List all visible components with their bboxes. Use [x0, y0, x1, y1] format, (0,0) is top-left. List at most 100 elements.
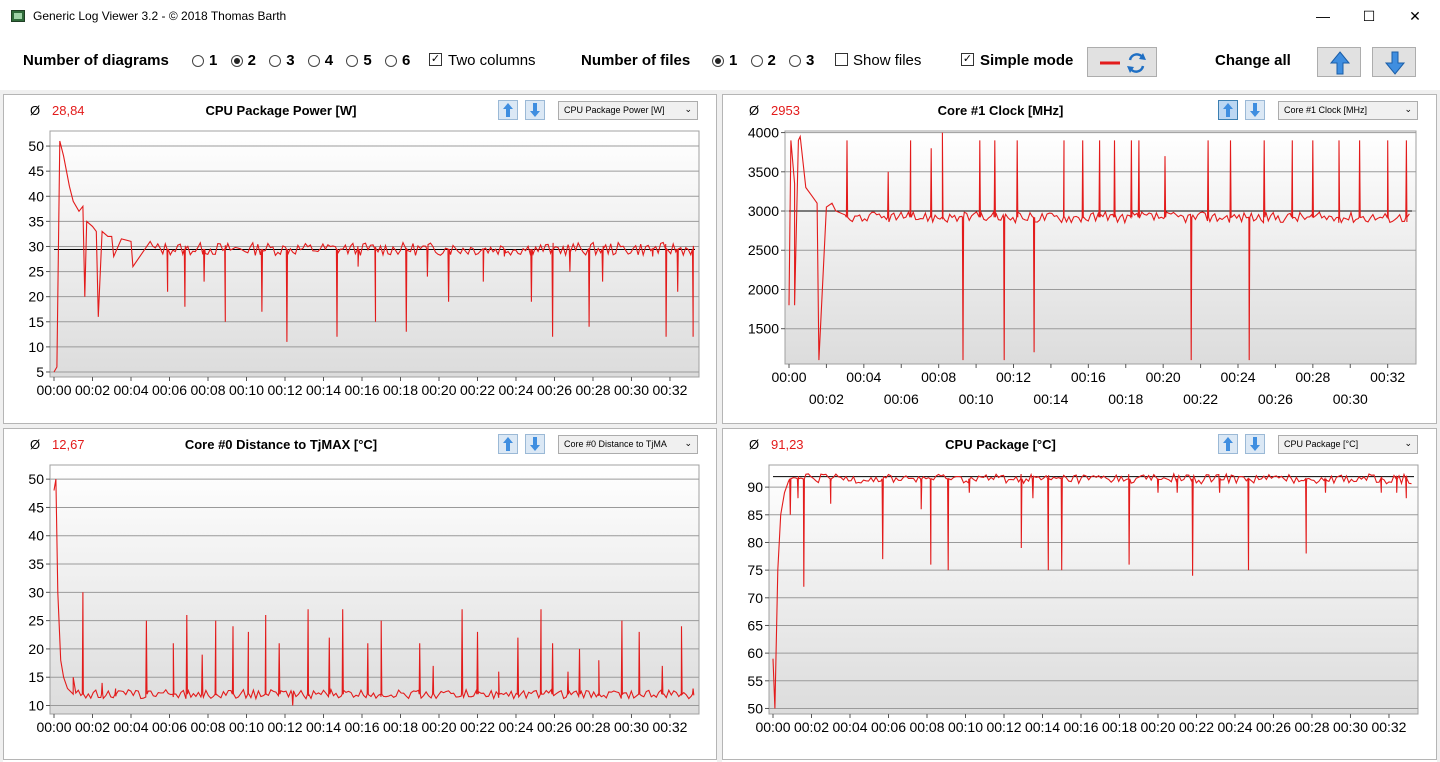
- simple-mode-checkbox[interactable]: ✓: [961, 53, 974, 66]
- y-tick-label: 75: [747, 562, 763, 578]
- two-columns-label: Two columns: [448, 52, 536, 69]
- show-files-checkbox[interactable]: [835, 53, 848, 66]
- show-files-label: Show files: [853, 52, 922, 69]
- line-chart: 15002000250030003500400000:0000:0200:040…: [748, 125, 1417, 407]
- move-up-button[interactable]: [1218, 434, 1238, 454]
- y-tick-label: 20: [28, 289, 44, 305]
- move-down-button[interactable]: [525, 100, 545, 120]
- move-up-button[interactable]: [498, 100, 518, 120]
- diagrams-radio-1[interactable]: [192, 55, 204, 67]
- average-symbol: Ø: [749, 437, 760, 452]
- maximize-button[interactable]: ☐: [1362, 7, 1376, 24]
- change-all-up-button[interactable]: [1317, 47, 1361, 77]
- sensor-select[interactable]: CPU Package Power [W] ⌄: [558, 101, 698, 120]
- x-tick-label: 00:28: [575, 382, 610, 398]
- change-all-down-button[interactable]: [1372, 47, 1416, 77]
- two-columns-checkbox[interactable]: ✓: [429, 53, 442, 66]
- x-tick-label: 00:26: [537, 719, 572, 735]
- y-tick-label: 45: [28, 499, 44, 515]
- refresh-icon: [1100, 53, 1146, 73]
- close-button[interactable]: ✕: [1409, 7, 1421, 24]
- move-up-button[interactable]: [498, 434, 518, 454]
- x-tick-label: 00:16: [344, 719, 379, 735]
- x-tick-label: 00:18: [383, 719, 418, 735]
- x-tick-label: 00:14: [306, 382, 341, 398]
- diagrams-radio-4[interactable]: [307, 55, 320, 67]
- y-tick-label: 10: [28, 698, 44, 714]
- data-series-line: [788, 132, 1410, 361]
- panel-separator: [0, 94, 3, 762]
- line-color-swap-button[interactable]: [1087, 47, 1157, 77]
- data-series-line: [53, 479, 695, 706]
- x-tick-label: 00:32: [652, 719, 687, 735]
- x-tick-label: 00:22: [1183, 391, 1218, 407]
- average-symbol: Ø: [30, 103, 41, 118]
- data-series-line: [772, 472, 1412, 709]
- x-tick-label: 00:12: [996, 369, 1031, 385]
- x-tick-label: 00:06: [152, 382, 187, 398]
- arrow-down-icon: [1250, 437, 1260, 451]
- chevron-down-icon: ⌄: [684, 104, 692, 114]
- y-tick-label: 25: [28, 613, 44, 629]
- arrow-down-icon: [530, 103, 540, 117]
- x-tick-label: 00:12: [267, 382, 302, 398]
- x-tick-label: 00:16: [1071, 369, 1106, 385]
- x-tick-label: 00:30: [1333, 391, 1368, 407]
- sensor-select[interactable]: Core #1 Clock [MHz] ⌄: [1278, 101, 1418, 120]
- x-tick-label: 00:20: [1140, 719, 1175, 735]
- x-tick-label: 00:00: [36, 719, 71, 735]
- y-tick-label: 85: [747, 507, 763, 523]
- sensor-select[interactable]: Core #0 Distance to TjMA ⌄: [558, 435, 698, 454]
- minimize-button[interactable]: —: [1316, 8, 1330, 24]
- y-tick-label: 35: [28, 213, 44, 229]
- x-tick-label: 00:24: [498, 382, 533, 398]
- x-tick-label: 00:26: [1258, 391, 1293, 407]
- y-tick-label: 60: [747, 645, 763, 661]
- move-down-button[interactable]: [1245, 100, 1265, 120]
- x-tick-label: 00:02: [794, 719, 829, 735]
- files-radio-2[interactable]: [750, 55, 763, 67]
- diagrams-radio-label: 3: [286, 52, 295, 69]
- diagrams-radio-3[interactable]: [269, 55, 282, 67]
- sensor-select-value: CPU Package [°C]: [1284, 439, 1359, 449]
- diagrams-radio-label: 6: [402, 52, 411, 69]
- y-tick-label: 2500: [748, 242, 779, 258]
- move-up-button[interactable]: [1218, 100, 1238, 120]
- y-tick-label: 70: [747, 590, 763, 606]
- y-tick-label: 15: [28, 669, 44, 685]
- y-tick-label: 40: [28, 188, 44, 204]
- arrow-up-icon: [1329, 51, 1351, 75]
- arrow-up-icon: [1223, 437, 1233, 451]
- x-tick-label: 00:26: [1256, 719, 1291, 735]
- sensor-select[interactable]: CPU Package [°C] ⌄: [1278, 435, 1418, 454]
- plot-area: [784, 130, 1417, 365]
- change-all-label: Change all: [1215, 52, 1291, 69]
- x-tick-label: 00:12: [986, 719, 1021, 735]
- chevron-down-icon: ⌄: [1404, 438, 1412, 448]
- x-tick-label: 00:10: [229, 719, 264, 735]
- x-tick-label: 00:00: [755, 719, 790, 735]
- average-value: 28,84: [52, 103, 85, 118]
- x-tick-label: 00:18: [1102, 719, 1137, 735]
- files-radio-3[interactable]: [789, 55, 801, 67]
- y-tick-label: 50: [28, 471, 44, 487]
- diagrams-radio-6[interactable]: [385, 55, 397, 67]
- plot-area: [49, 464, 700, 715]
- move-down-button[interactable]: [1245, 434, 1265, 454]
- x-tick-label: 00:32: [652, 382, 687, 398]
- move-down-button[interactable]: [525, 434, 545, 454]
- files-radio-1[interactable]: [712, 55, 724, 67]
- diagrams-radio-2[interactable]: [230, 55, 243, 67]
- x-tick-label: 00:20: [1146, 369, 1181, 385]
- x-tick-label: 00:32: [1371, 719, 1406, 735]
- x-tick-label: 00:00: [771, 369, 806, 385]
- x-tick-label: 00:22: [460, 382, 495, 398]
- x-tick-label: 00:06: [871, 719, 906, 735]
- diagrams-radio-5[interactable]: [346, 55, 359, 67]
- x-tick-label: 00:02: [809, 391, 844, 407]
- x-tick-label: 00:08: [190, 382, 225, 398]
- x-tick-label: 00:18: [1108, 391, 1143, 407]
- x-tick-label: 00:20: [421, 382, 456, 398]
